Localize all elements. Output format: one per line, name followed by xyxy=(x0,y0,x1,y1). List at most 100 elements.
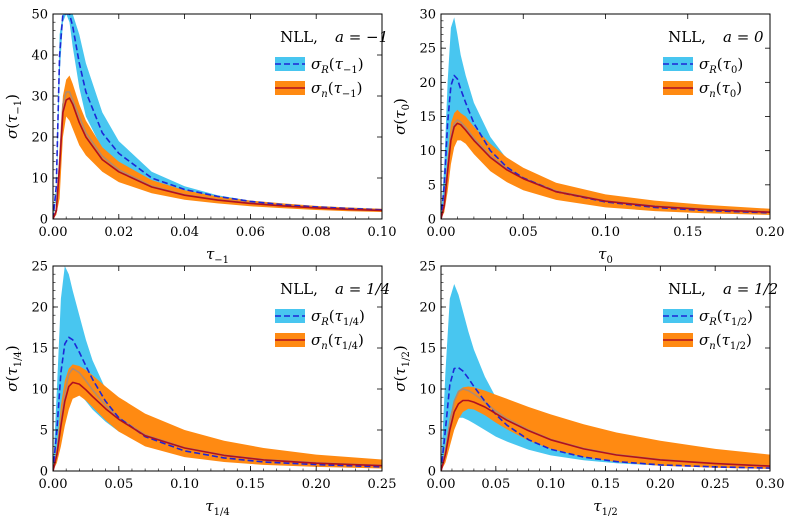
x-tick-label: 0.00 xyxy=(39,225,68,240)
y-tick-label: 10 xyxy=(419,383,436,398)
series-line xyxy=(53,97,382,219)
uncertainty-band xyxy=(53,75,382,219)
x-tick-label: 0.20 xyxy=(302,477,331,492)
series-line-dashed xyxy=(441,366,770,471)
legend: NLL, a = −1 σR(τ−1) σn(τ−1) xyxy=(275,28,388,100)
y-tick-label: 20 xyxy=(419,76,436,91)
x-tick-label: 0.25 xyxy=(368,477,397,492)
plot-area xyxy=(53,14,382,219)
x-tick-label: 0.02 xyxy=(104,225,133,240)
y-tick-label: 0 xyxy=(428,213,436,228)
x-axis-label: τ−1 xyxy=(206,245,229,266)
x-tick-label: 0.15 xyxy=(236,477,265,492)
uncertainty-band xyxy=(441,386,770,471)
y-tick-label: 15 xyxy=(31,342,48,357)
y-tick-label: 0 xyxy=(40,213,48,228)
panel-3: 0.00 0.05 0.10 0.15 0.20 0.25 0 5 10 15 20 25 τ1/4 σ(… xyxy=(3,260,396,519)
legend-entry: σR(τ0) xyxy=(699,55,743,76)
series-line-dashed xyxy=(53,14,382,219)
x-tick-label: 0.10 xyxy=(170,477,199,492)
legend-title: NLL, xyxy=(280,280,318,298)
x-tick-label: 0.10 xyxy=(368,225,397,240)
x-tick-label: 0.15 xyxy=(673,225,702,240)
x-tick-label: 0.00 xyxy=(427,477,456,492)
panel-2: 0.00 0.05 0.10 0.15 0.20 0 5 10 15 20 25 30 τ0 σ(τ0) N… xyxy=(391,8,784,267)
x-tick-label: 0.05 xyxy=(481,477,510,492)
legend-entry: σn(τ0) xyxy=(699,79,742,100)
x-tick-label: 0.20 xyxy=(756,225,785,240)
x-tick-label: 0.10 xyxy=(536,477,565,492)
y-tick-label: 25 xyxy=(31,260,48,275)
x-axis-label: τ1/4 xyxy=(205,497,229,518)
plot-area xyxy=(53,266,382,471)
series-line xyxy=(441,399,770,471)
y-tick-label: 10 xyxy=(31,172,48,187)
y-tick-label: 20 xyxy=(31,131,48,146)
x-tick-label: 0.10 xyxy=(591,225,620,240)
x-axis-label: τ0 xyxy=(598,245,613,266)
series-line xyxy=(53,381,382,471)
x-tick-label: 0.05 xyxy=(509,225,538,240)
legend-entry: σn(τ1/4) xyxy=(311,331,364,352)
x-tick-label: 0.25 xyxy=(701,477,730,492)
y-axis-label: σ(τ1/4) xyxy=(3,345,24,391)
uncertainty-band xyxy=(441,17,770,219)
axes-frame xyxy=(440,13,771,220)
legend: NLL, a = 1/4 σR(τ1/4) σn(τ1/4) xyxy=(275,280,390,352)
legend-entry: σR(τ−1) xyxy=(311,55,364,76)
x-tick-label: 0.15 xyxy=(591,477,620,492)
legend-param: a = 0 xyxy=(723,28,764,46)
y-tick-label: 0 xyxy=(428,465,436,480)
legend-param: a = 1/2 xyxy=(723,280,778,298)
legend-title: NLL, xyxy=(280,28,318,46)
x-tick-label: 0.08 xyxy=(302,225,331,240)
y-tick-label: 10 xyxy=(31,383,48,398)
legend: NLL, a = 1/2 σR(τ1/2) σn(τ1/2) xyxy=(663,280,778,352)
y-tick-label: 30 xyxy=(31,90,48,105)
panel-4: 0.00 0.05 0.10 0.15 0.20 0.25 0.30 0 5 10 15 20 25 τ1… xyxy=(391,260,784,519)
axes-frame xyxy=(52,265,383,472)
legend-entry: σn(τ1/2) xyxy=(699,331,752,352)
y-tick-label: 5 xyxy=(428,178,436,193)
y-axis-label: σ(τ1/2) xyxy=(391,345,412,391)
y-tick-label: 40 xyxy=(31,49,48,64)
legend-entry: σn(τ−1) xyxy=(311,79,362,100)
x-tick-label: 0.05 xyxy=(104,477,133,492)
legend-title: NLL, xyxy=(668,280,706,298)
legend-entry: σR(τ1/4) xyxy=(311,307,365,328)
series-line-dashed xyxy=(53,336,382,471)
y-tick-label: 25 xyxy=(419,260,436,275)
x-tick-label: 0.00 xyxy=(39,477,68,492)
legend-param: a = −1 xyxy=(335,28,388,46)
legend-param: a = 1/4 xyxy=(335,280,390,298)
y-tick-label: 5 xyxy=(40,424,48,439)
axes-frame xyxy=(52,13,383,220)
y-axis-label: σ(τ−1) xyxy=(3,94,24,139)
y-tick-label: 20 xyxy=(419,301,436,316)
plot-area xyxy=(441,284,770,471)
legend: NLL, a = 0 σR(τ0) σn(τ0) xyxy=(663,28,764,100)
x-tick-label: 0.30 xyxy=(756,477,785,492)
uncertainty-band xyxy=(441,109,770,219)
x-tick-label: 0.04 xyxy=(170,225,199,240)
legend-entry: σR(τ1/2) xyxy=(699,307,753,328)
y-tick-label: 25 xyxy=(419,42,436,57)
x-axis-label: τ1/2 xyxy=(593,497,617,518)
series-line xyxy=(441,122,770,219)
plot-area xyxy=(441,17,770,219)
y-tick-label: 15 xyxy=(419,342,436,357)
y-tick-label: 20 xyxy=(31,301,48,316)
y-tick-label: 0 xyxy=(40,465,48,480)
y-axis-label: σ(τ0) xyxy=(391,98,412,135)
y-tick-label: 15 xyxy=(419,110,436,125)
x-tick-label: 0.20 xyxy=(646,477,675,492)
x-tick-label: 0.00 xyxy=(427,225,456,240)
y-tick-label: 10 xyxy=(419,144,436,159)
y-tick-label: 30 xyxy=(419,8,436,23)
y-tick-label: 50 xyxy=(31,8,48,23)
legend-title: NLL, xyxy=(668,28,706,46)
panel-1: 0.00 0.02 0.04 0.06 0.08 0.10 0 10 20 30 40 50 τ−1 σ(… xyxy=(3,8,396,267)
uncertainty-band xyxy=(53,14,382,219)
y-tick-label: 5 xyxy=(428,424,436,439)
